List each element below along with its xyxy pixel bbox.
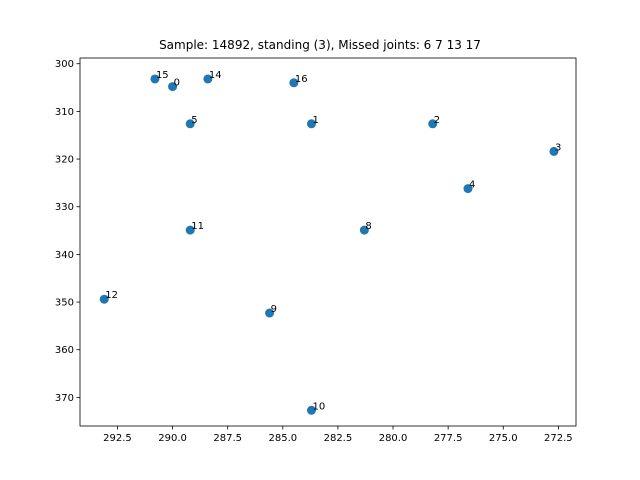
x-tick-label: 287.5 [213, 433, 242, 444]
point-label-3: 3 [555, 142, 561, 153]
point-label-11: 11 [191, 221, 204, 232]
point-label-16: 16 [295, 74, 308, 85]
data-point-14 [203, 74, 213, 84]
y-tick-label: 360 [55, 345, 74, 356]
y-tick-label: 370 [55, 393, 74, 404]
data-point-3 [549, 146, 559, 156]
y-tick-label: 340 [55, 250, 74, 261]
point-label-14: 14 [209, 70, 222, 81]
point-label-12: 12 [105, 290, 118, 301]
point-label-1: 1 [312, 115, 318, 126]
y-tick-label: 330 [55, 202, 74, 213]
data-point-9 [265, 308, 275, 318]
plot-frame [79, 57, 577, 427]
data-point-10 [306, 405, 316, 415]
point-label-10: 10 [312, 401, 325, 412]
y-tick-label: 350 [55, 298, 74, 309]
x-tick-label: 280.0 [379, 433, 408, 444]
data-point-1 [306, 119, 316, 129]
chart-title: Sample: 14892, standing (3), Missed join… [159, 38, 481, 52]
data-point-8 [359, 225, 369, 235]
y-tick-label: 310 [55, 107, 74, 118]
data-point-16 [289, 78, 299, 88]
x-tick-label: 290.0 [158, 433, 187, 444]
point-label-5: 5 [191, 115, 197, 126]
data-point-4 [463, 184, 473, 194]
point-label-4: 4 [469, 180, 475, 191]
x-tick-label: 272.5 [544, 433, 573, 444]
x-tick-label: 277.5 [434, 433, 463, 444]
data-point-12 [99, 294, 109, 304]
point-label-2: 2 [434, 115, 440, 126]
data-point-0 [168, 82, 178, 92]
point-label-15: 15 [156, 70, 169, 81]
point-label-9: 9 [271, 304, 277, 315]
data-point-15 [150, 74, 160, 84]
data-point-11 [185, 225, 195, 235]
x-tick-label: 282.5 [324, 433, 353, 444]
axes-layer: 292.5 290.0 287.5 285.0 282.5 280.0 277.5 275.0… [55, 57, 577, 444]
point-label-8: 8 [365, 221, 371, 232]
y-tick-label: 300 [55, 59, 74, 70]
x-tick-label: 292.5 [103, 433, 132, 444]
x-tick-label: 285.0 [268, 433, 297, 444]
y-tick-label: 320 [55, 155, 74, 166]
point-label-0: 0 [174, 78, 180, 89]
data-point-5 [185, 119, 195, 129]
data-point-2 [428, 119, 438, 129]
x-tick-label: 275.0 [489, 433, 518, 444]
